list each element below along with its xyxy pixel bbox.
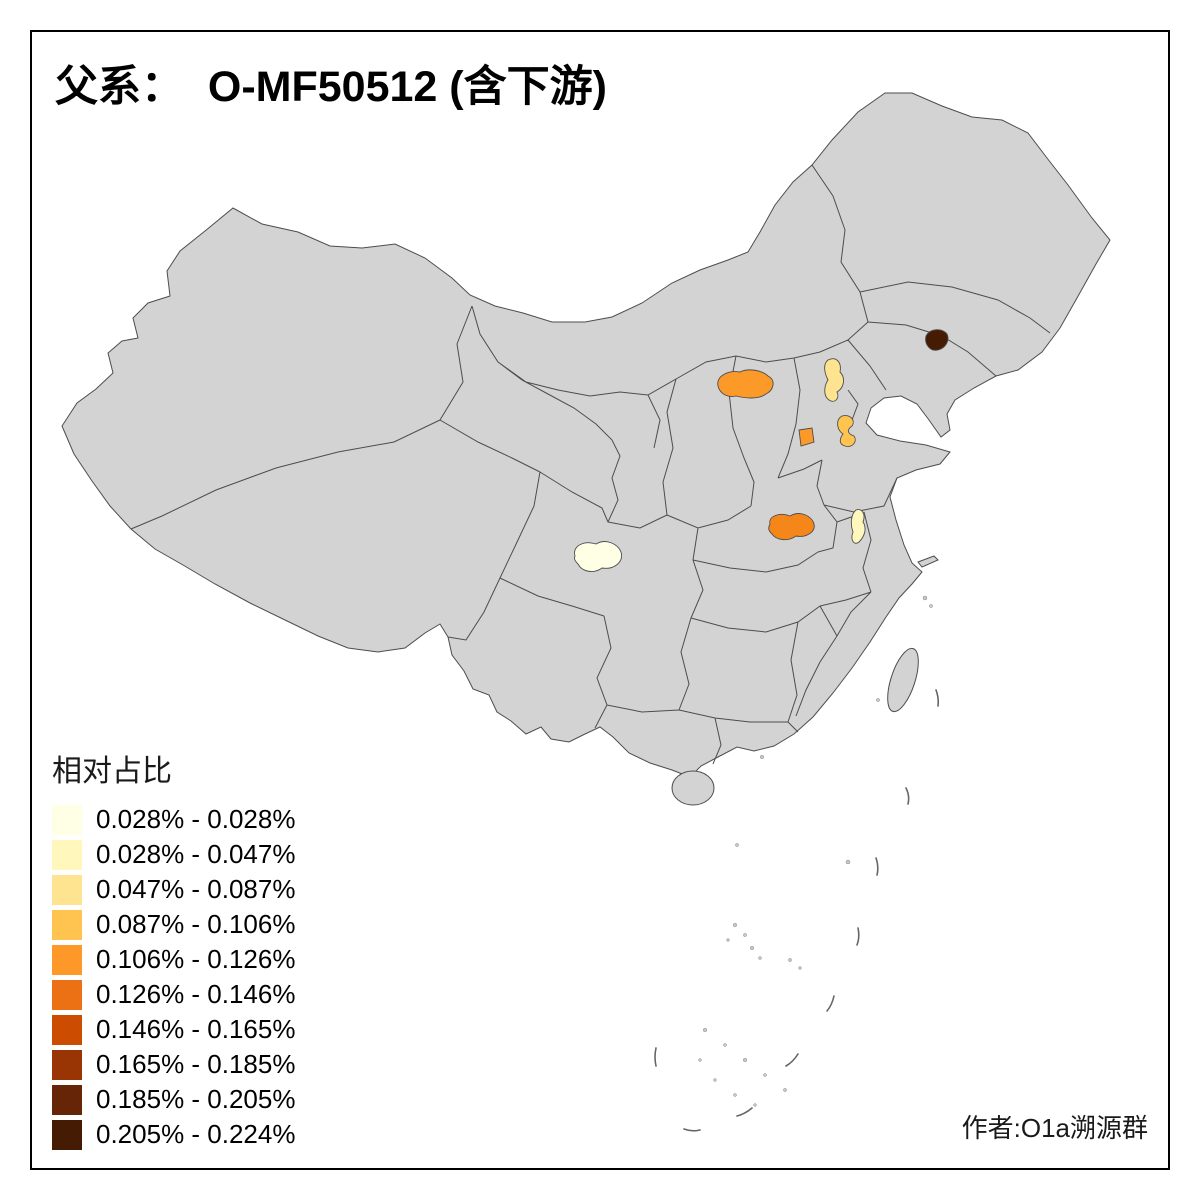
legend-swatch	[52, 839, 82, 870]
legend-swatch	[52, 909, 82, 940]
legend-row: 0.087% - 0.106%	[52, 909, 295, 940]
legend-swatch	[52, 804, 82, 835]
legend-swatch	[52, 1014, 82, 1045]
legend-title: 相对占比	[52, 755, 172, 788]
province-borders	[130, 164, 1051, 765]
south-china-sea-islets	[698, 595, 933, 1107]
page-title: 父系： O-MF50512 (含下游)	[55, 63, 607, 111]
legend-label: 0.146% - 0.165%	[96, 1014, 296, 1044]
legend-label: 0.205% - 0.224%	[96, 1119, 296, 1149]
author-credit: 作者:O1a溯源群	[961, 1113, 1148, 1143]
island-hainan	[671, 770, 715, 806]
highlight-anhui-paleyellow	[850, 509, 866, 544]
island-chongming	[917, 555, 939, 568]
mainland-outline	[61, 92, 1111, 778]
legend-label: 0.165% - 0.185%	[96, 1049, 296, 1079]
legend-label: 0.047% - 0.087%	[96, 874, 296, 904]
legend-swatch	[52, 944, 82, 975]
legend-swatch	[52, 1084, 82, 1115]
highlight-shandong-squiggle	[837, 415, 856, 447]
legend-label: 0.185% - 0.205%	[96, 1084, 296, 1114]
nine-dash-line	[654, 689, 940, 1132]
legend-row: 0.028% - 0.047%	[52, 839, 295, 870]
highlight-liaoning-dark	[925, 329, 949, 351]
legend-row: 0.028% - 0.028%	[52, 804, 295, 835]
legend-label: 0.087% - 0.106%	[96, 909, 296, 939]
legend-row: 0.185% - 0.205%	[52, 1084, 295, 1115]
legend-row: 0.047% - 0.087%	[52, 874, 295, 905]
legend-row: 0.146% - 0.165%	[52, 1014, 295, 1045]
highlight-beijing-lightyellow	[824, 358, 844, 402]
legend-label: 0.028% - 0.028%	[96, 804, 296, 834]
legend-row: 0.165% - 0.185%	[52, 1049, 295, 1080]
legend-row: 0.205% - 0.224%	[52, 1119, 295, 1150]
legend-label: 0.028% - 0.047%	[96, 839, 296, 869]
legend-row: 0.126% - 0.146%	[52, 979, 295, 1010]
highlight-sichuan-cream	[574, 541, 622, 572]
highlight-hebei-south-square	[798, 427, 815, 447]
legend-swatch	[52, 874, 82, 905]
legend-label: 0.126% - 0.146%	[96, 979, 296, 1009]
highlight-shanxi-orange	[717, 369, 774, 399]
legend-swatch	[52, 1119, 82, 1150]
legend-row: 0.106% - 0.126%	[52, 944, 295, 975]
legend-swatch	[52, 979, 82, 1010]
highlight-henan-orange	[768, 513, 815, 541]
legend: 相对占比 0.028% - 0.028% 0.028% - 0.047% 0.0…	[52, 746, 295, 1154]
legend-label: 0.106% - 0.126%	[96, 944, 296, 974]
legend-swatch	[52, 1049, 82, 1080]
island-taiwan	[887, 647, 919, 713]
